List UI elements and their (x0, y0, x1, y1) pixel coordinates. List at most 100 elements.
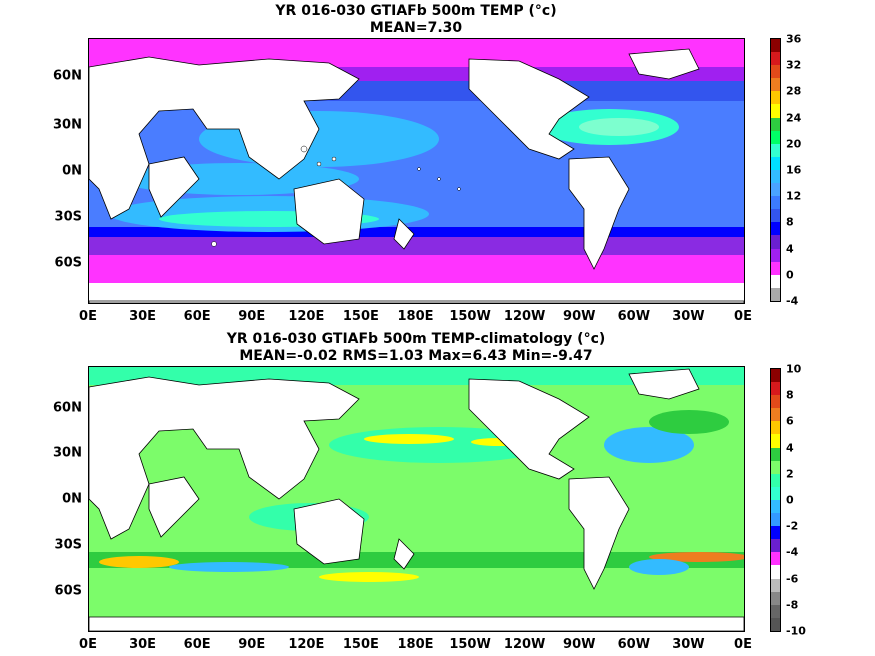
top-colorbar-segment (771, 261, 780, 275)
bottom-xtick-8: 120W (503, 637, 546, 652)
bottom-ytick-60S: 60S (54, 583, 82, 599)
bottom-colorbar-label: -4 (786, 545, 799, 559)
bottom-colorbar-segment (771, 447, 780, 461)
top-map (88, 38, 745, 304)
bottom-xtick-2: 60E (183, 637, 211, 652)
bottom-colorbar-segment (771, 578, 780, 592)
bottom-colorbar-segment (771, 552, 780, 566)
top-colorbar-label: 36 (786, 32, 802, 46)
top-colorbar-segment (771, 248, 780, 262)
top-title-line2: MEAN=7.30 (369, 20, 463, 36)
bottom-xtick-1: 30E (129, 637, 157, 652)
bottom-colorbar-label: -6 (786, 572, 799, 586)
bottom-xtick-0: 0E (79, 637, 97, 652)
top-colorbar-label: 28 (786, 84, 802, 98)
bottom-xtick-4: 120E (288, 637, 325, 652)
top-colorbar-label: 0 (786, 268, 794, 282)
top-xtick-5: 150E (342, 309, 379, 324)
bottom-colorbar-label: 4 (786, 441, 794, 455)
top-xtick-10: 60W (617, 309, 651, 324)
top-xtick-2: 60E (183, 309, 211, 324)
bottom-colorbar-label: 2 (786, 467, 794, 481)
bottom-xtick-9: 90W (563, 637, 596, 652)
top-ytick-60S: 60S (54, 255, 82, 271)
bottom-colorbar-segment (771, 565, 780, 579)
top-xtick-9: 90W (563, 309, 596, 324)
top-colorbar-label: -4 (786, 294, 799, 308)
bottom-colorbar-label: -8 (786, 598, 799, 612)
bottom-colorbar-label: 0 (786, 493, 794, 507)
top-xtick-8: 120W (503, 309, 546, 324)
bottom-colorbar-label: 8 (786, 388, 794, 402)
top-colorbar-segment (771, 183, 780, 197)
top-ytick-60N: 60N (53, 68, 82, 84)
bottom-colorbar-segment (771, 539, 780, 553)
bottom-colorbar-segment (771, 604, 780, 618)
top-colorbar-segment (771, 65, 780, 79)
bottom-colorbar (770, 368, 781, 632)
top-colorbar (770, 38, 781, 302)
bottom-map (88, 366, 745, 632)
top-colorbar-segment (771, 91, 780, 105)
top-colorbar-label: 20 (786, 137, 802, 151)
bottom-colorbar-label: -2 (786, 519, 799, 533)
top-xtick-6: 180E (397, 309, 434, 324)
top-colorbar-segment (771, 274, 780, 288)
top-colorbar-segment (771, 169, 780, 184)
top-map-field (89, 39, 744, 303)
top-colorbar-label: 32 (786, 58, 802, 72)
top-colorbar-segment (771, 209, 780, 223)
top-ytick-0N: 0N (62, 163, 82, 179)
top-colorbar-segment (771, 117, 780, 131)
top-colorbar-segment (771, 130, 780, 144)
top-ytick-30N: 30N (53, 117, 82, 133)
bottom-colorbar-segment (771, 591, 780, 605)
bottom-xtick-11: 30W (672, 637, 705, 652)
bottom-ytick-30N: 30N (53, 445, 82, 461)
bottom-colorbar-segment (771, 460, 780, 474)
bottom-colorbar-label: -10 (786, 624, 806, 638)
bottom-title-line2: MEAN=-0.02 RMS=1.03 Max=6.43 Min=-9.47 (239, 348, 593, 364)
bottom-xtick-7: 150W (449, 637, 491, 652)
bottom-ytick-0N: 0N (62, 491, 82, 507)
bottom-map-field (89, 367, 744, 631)
bottom-colorbar-segment (771, 499, 780, 514)
top-title-line1: YR 016-030 GTIAFb 500m TEMP (°c) (275, 3, 557, 19)
bottom-colorbar-segment (771, 369, 780, 383)
bottom-colorbar-segment (771, 617, 780, 631)
top-colorbar-segment (771, 52, 780, 66)
top-xtick-3: 90E (238, 309, 266, 324)
top-xtick-4: 120E (288, 309, 325, 324)
bottom-colorbar-segment (771, 526, 780, 540)
top-colorbar-segment (771, 222, 780, 236)
bottom-xtick-6: 180E (397, 637, 434, 652)
top-colorbar-label: 24 (786, 111, 802, 125)
top-colorbar-segment (771, 143, 780, 157)
bottom-colorbar-segment (771, 421, 780, 435)
top-colorbar-segment (771, 235, 780, 249)
bottom-colorbar-segment (771, 513, 780, 527)
bottom-colorbar-segment (771, 382, 780, 396)
bottom-colorbar-label: 10 (786, 362, 802, 376)
bottom-colorbar-segment (771, 486, 780, 500)
top-colorbar-segment (771, 196, 780, 210)
top-xtick-7: 150W (449, 309, 491, 324)
bottom-colorbar-label: 6 (786, 414, 794, 428)
top-colorbar-segment (771, 78, 780, 92)
top-xtick-12: 0E (734, 309, 752, 324)
top-colorbar-label: 12 (786, 189, 802, 203)
bottom-xtick-12: 0E (734, 637, 752, 652)
top-colorbar-segment (771, 156, 780, 170)
top-colorbar-segment (771, 287, 780, 301)
bottom-xtick-5: 150E (342, 637, 379, 652)
bottom-colorbar-segment (771, 473, 780, 487)
top-colorbar-label: 4 (786, 242, 794, 256)
bottom-ytick-60N: 60N (53, 400, 82, 416)
top-colorbar-segment (771, 39, 780, 53)
bottom-xtick-10: 60W (617, 637, 651, 652)
top-ytick-30S: 30S (54, 209, 82, 225)
bottom-colorbar-segment (771, 408, 780, 422)
bottom-title-line1: YR 016-030 GTIAFb 500m TEMP-climatology … (226, 331, 606, 347)
top-colorbar-segment (771, 104, 780, 118)
top-xtick-1: 30E (129, 309, 157, 324)
